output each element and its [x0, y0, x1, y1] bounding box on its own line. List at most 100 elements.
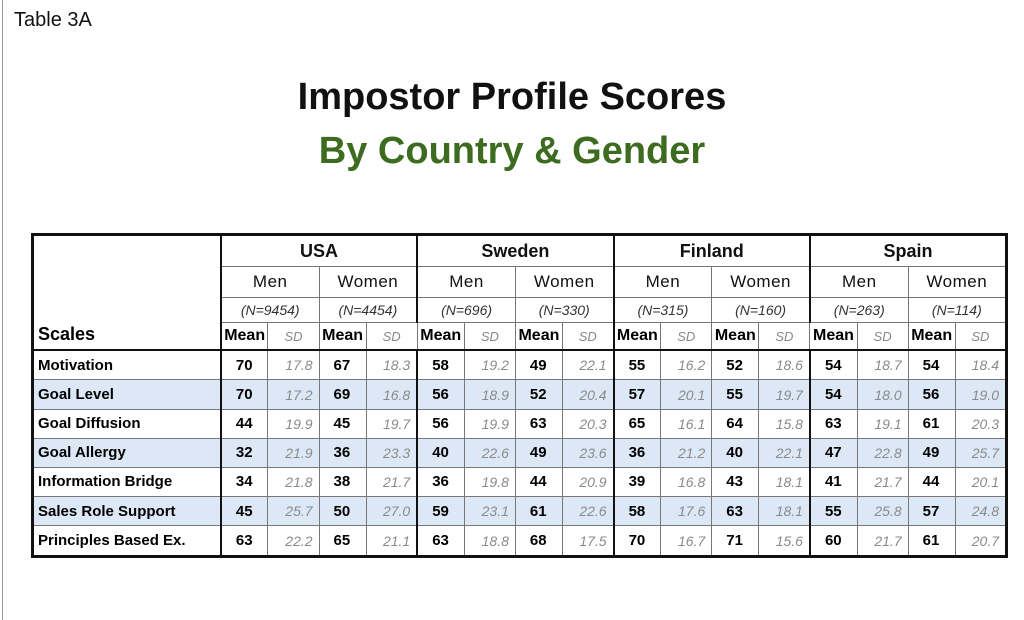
mean-cell: 44	[514, 466, 563, 498]
sd-cell: 19.2	[463, 349, 516, 381]
sd-cell: 23.1	[463, 496, 516, 527]
mean-cell: 44	[220, 408, 269, 439]
sd-cell: 18.1	[758, 496, 811, 527]
gender-header-row: Men Women Men Women Men Women Men Women	[33, 266, 1008, 298]
mean-cell: 40	[711, 437, 760, 468]
sd-cell: 20.1	[954, 466, 1008, 498]
mean-cell: 68	[514, 525, 563, 557]
mean-cell: 44	[907, 466, 956, 498]
sd-cell: 21.9	[267, 437, 320, 468]
mean-cell: 63	[220, 525, 269, 557]
mean-header: Mean	[416, 322, 465, 351]
sd-header: SD	[954, 322, 1008, 351]
sd-cell: 17.2	[267, 379, 320, 410]
sd-cell: 18.8	[463, 525, 516, 557]
sd-cell: 18.0	[856, 379, 909, 410]
sample-size-men: (N=696)	[416, 297, 516, 323]
sd-cell: 20.3	[561, 408, 615, 439]
table-row: Sales Role Support 45 25.7 50 27.0 59 23.1 61 22…	[31, 496, 1008, 527]
sample-size-row: (N=9454) (N=4454) (N=696) (N=330) (N=315) (N=…	[33, 297, 1008, 323]
mean-cell: 59	[416, 496, 465, 527]
sd-cell: 15.6	[758, 525, 811, 557]
mean-cell: 32	[220, 437, 269, 468]
mean-cell: 54	[907, 349, 956, 381]
sd-cell: 21.1	[365, 525, 418, 557]
mean-cell: 49	[514, 437, 563, 468]
sd-header: SD	[758, 322, 811, 351]
mean-cell: 54	[808, 349, 858, 381]
mean-header: Mean	[711, 322, 760, 351]
mean-cell: 39	[612, 466, 662, 498]
scale-label: Goal Allergy	[31, 437, 222, 468]
mean-header: Mean	[612, 322, 662, 351]
sd-cell: 16.7	[660, 525, 713, 557]
mean-cell: 70	[220, 379, 269, 410]
mean-cell: 45	[220, 496, 269, 527]
mean-cell: 55	[711, 379, 760, 410]
mean-cell: 69	[318, 379, 367, 410]
mean-cell: 55	[612, 349, 662, 381]
mean-cell: 63	[808, 408, 858, 439]
sd-cell: 20.4	[561, 379, 615, 410]
table-row: Principles Based Ex. 63 22.2 65 21.1 63 18.8 68…	[31, 525, 1008, 557]
sd-cell: 22.6	[463, 437, 516, 468]
sd-header: SD	[856, 322, 909, 351]
sample-size-women: (N=114)	[907, 297, 1008, 323]
sd-cell: 17.8	[267, 349, 320, 381]
sd-cell: 18.4	[954, 349, 1008, 381]
sample-size-women: (N=4454)	[318, 297, 418, 323]
sd-cell: 27.0	[365, 496, 418, 527]
mean-cell: 55	[808, 496, 858, 527]
mean-cell: 71	[711, 525, 760, 557]
sd-cell: 21.8	[267, 466, 320, 498]
mean-cell: 70	[220, 349, 269, 381]
mean-cell: 54	[808, 379, 858, 410]
sd-cell: 19.9	[267, 408, 320, 439]
country-header-spain: Spain	[808, 234, 1007, 267]
table-row: Information Bridge 34 21.8 38 21.7 36 19.8 44 20…	[31, 466, 1008, 498]
mean-header: Mean	[220, 322, 269, 351]
sd-cell: 24.8	[954, 496, 1008, 527]
mean-cell: 63	[711, 496, 760, 527]
sd-cell: 15.8	[758, 408, 811, 439]
sd-cell: 19.8	[463, 466, 516, 498]
sd-cell: 21.7	[365, 466, 418, 498]
sd-cell: 21.7	[856, 525, 909, 557]
sd-cell: 20.9	[561, 466, 615, 498]
sd-cell: 25.8	[856, 496, 909, 527]
sd-cell: 21.2	[660, 437, 713, 468]
gender-men-header: Men	[612, 266, 713, 298]
sample-size-men: (N=315)	[612, 297, 713, 323]
sd-header: SD	[463, 322, 516, 351]
table-row: Goal Allergy 32 21.9 36 23.3 40 22.6 49 23.6 36 21…	[31, 437, 1008, 468]
scale-label: Goal Diffusion	[31, 408, 222, 439]
page-title: Impostor Profile Scores	[297, 76, 727, 118]
sd-cell: 22.1	[561, 349, 615, 381]
sd-cell: 16.8	[660, 466, 713, 498]
mean-cell: 36	[416, 466, 465, 498]
sd-cell: 19.0	[954, 379, 1008, 410]
mean-cell: 56	[907, 379, 956, 410]
sample-size-women: (N=330)	[514, 297, 615, 323]
mean-cell: 58	[612, 496, 662, 527]
sd-cell: 19.9	[463, 408, 516, 439]
mean-cell: 63	[416, 525, 465, 557]
sd-header: SD	[561, 322, 615, 351]
sd-cell: 18.7	[856, 349, 909, 381]
mean-cell: 56	[416, 379, 465, 410]
sd-cell: 25.7	[954, 437, 1008, 468]
scale-label: Motivation	[31, 349, 222, 381]
sd-cell: 16.8	[365, 379, 418, 410]
table-label: Table 3A	[14, 9, 92, 31]
sample-size-women: (N=160)	[711, 297, 811, 323]
sd-cell: 19.1	[856, 408, 909, 439]
mean-header: Mean	[318, 322, 367, 351]
sd-cell: 22.8	[856, 437, 909, 468]
mean-cell: 70	[612, 525, 662, 557]
sd-cell: 25.7	[267, 496, 320, 527]
mean-cell: 49	[514, 349, 563, 381]
mean-cell: 58	[416, 349, 465, 381]
mean-cell: 67	[318, 349, 367, 381]
sd-cell: 16.1	[660, 408, 713, 439]
gender-women-header: Women	[907, 266, 1008, 298]
